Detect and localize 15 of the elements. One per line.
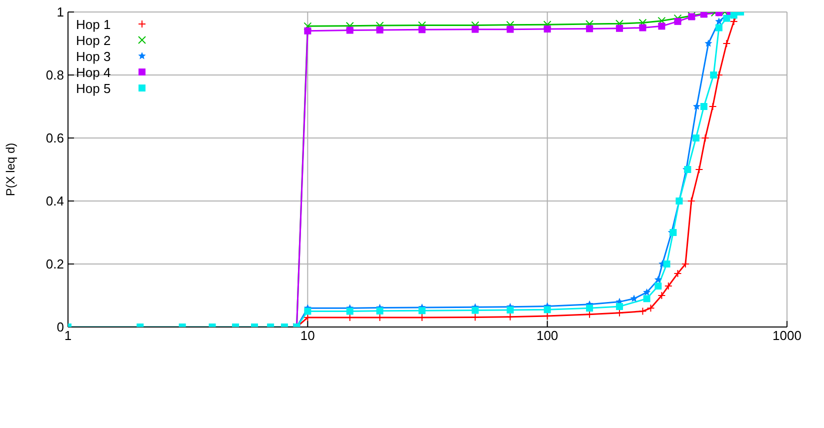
y-tick-label: 0.8 (46, 68, 64, 83)
legend-label: Hop 5 (76, 80, 112, 96)
legend-label: Hop 2 (76, 32, 112, 48)
y-tick-label: 0.6 (46, 130, 64, 146)
y-axis-title: P(X leq d) (3, 142, 18, 196)
legend-label: Hop 3 (76, 48, 112, 64)
y-tick-label: 0.4 (46, 194, 64, 209)
x-tick-label: 10 (300, 328, 315, 344)
x-tick-label: 100 (536, 328, 558, 344)
legend-label: Hop 1 (76, 16, 112, 32)
y-tick-label: 0.2 (46, 256, 64, 272)
x-tick-label: 1000 (772, 328, 802, 344)
legend-label: Hop 4 (76, 64, 112, 80)
y-tick-label: 0 (56, 320, 64, 335)
y-tick-label: 1 (56, 4, 64, 20)
